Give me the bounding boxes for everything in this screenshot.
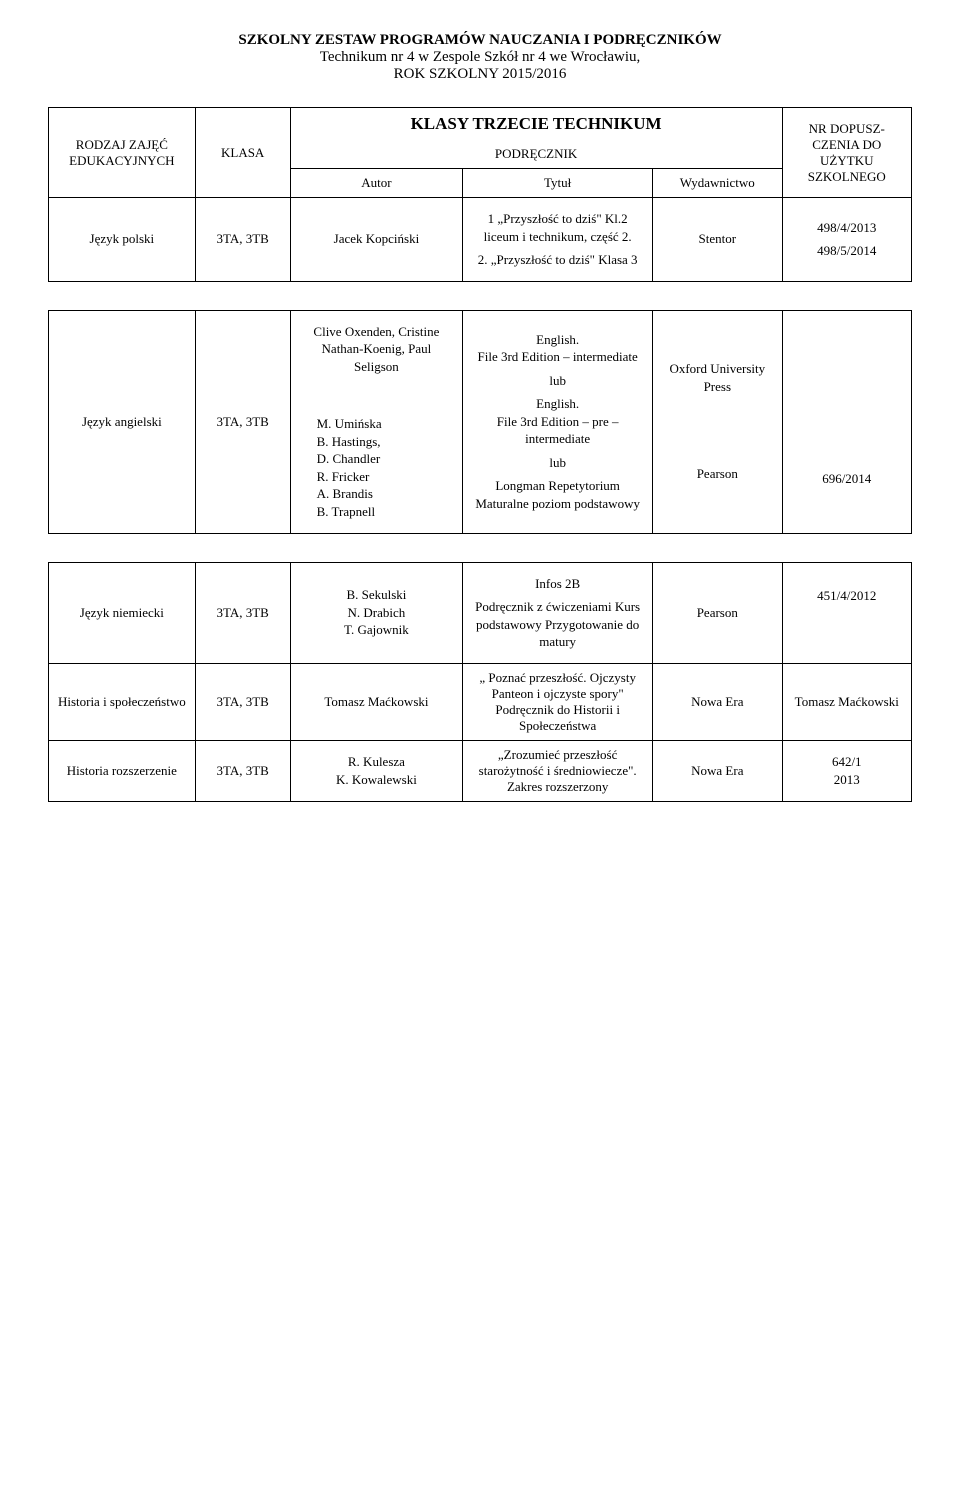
wydaw-line: Pearson	[661, 465, 773, 483]
cell-tytul: 1 „Przyszłość to dziś" Kl.2 liceum i tec…	[463, 198, 653, 282]
tytul-block: English. File 3rd Edition – intermediate	[471, 331, 644, 366]
heading-title: SZKOLNY ZESTAW PROGRAMÓW NAUCZANIA I POD…	[48, 32, 912, 49]
autor-line: B. Trapnell	[317, 503, 455, 521]
table-rest: Język niemiecki 3TA, 3TB B. Sekulski N. …	[48, 562, 912, 802]
cell-wydaw: Pearson	[653, 562, 782, 663]
table-row: Język niemiecki 3TA, 3TB B. Sekulski N. …	[49, 562, 912, 663]
tytul-line: Infos 2B	[471, 575, 644, 593]
cell-rodzaj: Historia rozszerzenie	[49, 740, 196, 801]
cell-klasa: 3TA, 3TB	[195, 663, 290, 740]
table-row: Historia rozszerzenie 3TA, 3TB R. Kulesz…	[49, 740, 912, 801]
cell-rodzaj: Historia i społeczeństwo	[49, 663, 196, 740]
hdr-tytul: Tytuł	[463, 169, 653, 198]
cell-nr: 498/4/2013 498/5/2014	[782, 198, 911, 282]
hdr-podrecznik: PODRĘCZNIK	[290, 140, 782, 169]
cell-wydaw: Nowa Era	[653, 663, 782, 740]
cell-klasa: 3TA, 3TB	[195, 740, 290, 801]
nr-line: 451/4/2012	[791, 587, 903, 605]
nr-line: 642/1	[791, 753, 903, 771]
autor-line: K. Kowalewski	[299, 771, 455, 789]
tytul-lub: lub	[471, 454, 644, 472]
tytul-line: Podręcznik z ćwiczeniami Kurs podstawowy…	[471, 598, 644, 651]
autor-line: B. Hastings,	[317, 433, 455, 451]
nr-line: 2013	[791, 771, 903, 789]
table-header-polski: RODZAJ ZAJĘĆ EDUKACYJNYCH KLASA KLASY TR…	[48, 107, 912, 282]
autor-block: M. Umińska B. Hastings, D. Chandler R. F…	[299, 415, 455, 520]
cell-rodzaj: Język polski	[49, 198, 196, 282]
nr-line: 498/4/2013	[791, 219, 903, 237]
hdr-rodzaj: RODZAJ ZAJĘĆ EDUKACYJNYCH	[49, 108, 196, 198]
heading-sub2: ROK SZKOLNY 2015/2016	[48, 66, 912, 83]
wydaw-line: Oxford University Press	[661, 360, 773, 395]
autor-line: R. Fricker	[317, 468, 455, 486]
autor-line: A. Brandis	[317, 485, 455, 503]
cell-klasa: 3TA, 3TB	[195, 198, 290, 282]
autor-line: B. Sekulski	[299, 586, 455, 604]
page-heading: SZKOLNY ZESTAW PROGRAMÓW NAUCZANIA I POD…	[48, 32, 912, 83]
cell-tytul: Infos 2B Podręcznik z ćwiczeniami Kurs p…	[463, 562, 653, 663]
tytul-lub: lub	[471, 372, 644, 390]
cell-wydaw: Nowa Era	[653, 740, 782, 801]
cell-klasa: 3TA, 3TB	[195, 310, 290, 533]
table-row: Język polski 3TA, 3TB Jacek Kopciński 1 …	[49, 198, 912, 282]
cell-wydaw: Oxford University Press Pearson	[653, 310, 782, 533]
nr-line: 498/5/2014	[791, 242, 903, 260]
hdr-nr: NR DOPUSZ-CZENIA DO UŻYTKU SZKOLNEGO	[782, 108, 911, 198]
cell-klasa: 3TA, 3TB	[195, 562, 290, 663]
cell-autor: Jacek Kopciński	[290, 198, 463, 282]
cell-tytul: English. File 3rd Edition – intermediate…	[463, 310, 653, 533]
cell-nr: 642/1 2013	[782, 740, 911, 801]
hdr-autor: Autor	[290, 169, 463, 198]
autor-line: R. Kulesza	[299, 753, 455, 771]
tytul-line: 2. „Przyszłość to dziś" Klasa 3	[471, 251, 644, 269]
tytul-line: File 3rd Edition – intermediate	[471, 348, 644, 366]
tytul-line: English.	[471, 395, 644, 413]
table-row: Historia i społeczeństwo 3TA, 3TB Tomasz…	[49, 663, 912, 740]
tytul-block: English. File 3rd Edition – pre – interm…	[471, 395, 644, 448]
cell-wydaw: Stentor	[653, 198, 782, 282]
cell-tytul: „Zrozumieć przeszłość starożytność i śre…	[463, 740, 653, 801]
autor-line: D. Chandler	[317, 450, 455, 468]
klasy-title: KLASY TRZECIE TECHNIKUM	[290, 108, 782, 141]
cell-nr: Tomasz Maćkowski	[782, 663, 911, 740]
cell-rodzaj: Język angielski	[49, 310, 196, 533]
cell-autor: Clive Oxenden, Cristine Nathan-Koenig, P…	[290, 310, 463, 533]
tytul-line: English.	[471, 331, 644, 349]
cell-autor: Tomasz Maćkowski	[290, 663, 463, 740]
autor-line: T. Gajownik	[299, 621, 455, 639]
tytul-line: Longman Repetytorium Maturalne poziom po…	[471, 477, 644, 512]
cell-nr: 696/2014	[782, 310, 911, 533]
autor-line: M. Umińska	[317, 415, 455, 433]
autor-line: N. Drabich	[299, 604, 455, 622]
nr-line: 696/2014	[791, 470, 903, 488]
cell-autor: B. Sekulski N. Drabich T. Gajownik	[290, 562, 463, 663]
table-angielski: Język angielski 3TA, 3TB Clive Oxenden, …	[48, 310, 912, 534]
hdr-wydaw: Wydawnictwo	[653, 169, 782, 198]
tytul-line: 1 „Przyszłość to dziś" Kl.2 liceum i tec…	[471, 210, 644, 245]
autor-block: Clive Oxenden, Cristine Nathan-Koenig, P…	[299, 323, 455, 376]
cell-rodzaj: Język niemiecki	[49, 562, 196, 663]
cell-tytul: „ Poznać przeszłość. Ojczysty Panteon i …	[463, 663, 653, 740]
table-row: Język angielski 3TA, 3TB Clive Oxenden, …	[49, 310, 912, 533]
heading-sub1: Technikum nr 4 w Zespole Szkół nr 4 we W…	[48, 49, 912, 66]
tytul-line: File 3rd Edition – pre – intermediate	[471, 413, 644, 448]
cell-autor: R. Kulesza K. Kowalewski	[290, 740, 463, 801]
cell-nr: 451/4/2012	[782, 562, 911, 663]
hdr-klasa: KLASA	[195, 108, 290, 198]
